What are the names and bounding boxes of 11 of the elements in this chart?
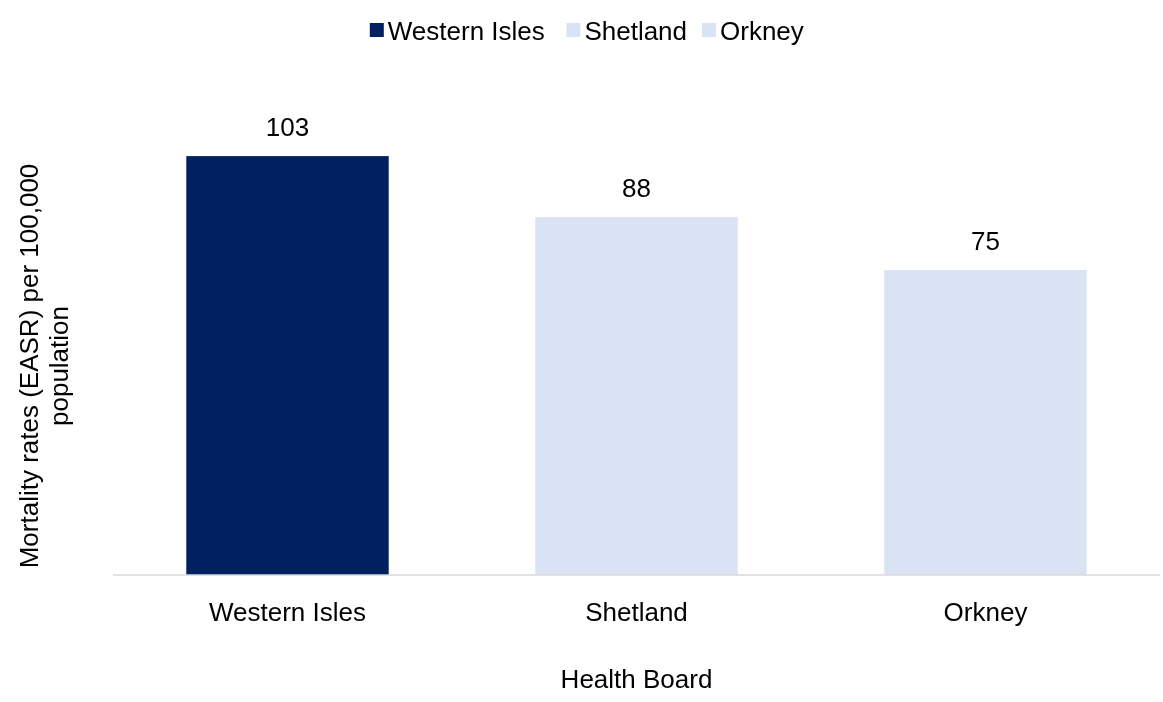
x-tick-label: Western Isles bbox=[208, 597, 367, 627]
legend-label: Shetland bbox=[584, 16, 688, 47]
legend-label: Orkney bbox=[720, 16, 804, 47]
data-label: 88 bbox=[622, 173, 651, 204]
legend-label: Western Isles bbox=[387, 16, 545, 47]
data-label: 103 bbox=[265, 112, 310, 143]
y-axis-title: Mortality rates (EASR) per 100,000 population bbox=[14, 163, 74, 569]
x-tick-label: Orkney bbox=[943, 597, 1028, 627]
x-tick-label: Shetland bbox=[585, 597, 688, 627]
data-label: 75 bbox=[971, 225, 1000, 256]
x-axis-title: Health Board bbox=[560, 664, 713, 694]
